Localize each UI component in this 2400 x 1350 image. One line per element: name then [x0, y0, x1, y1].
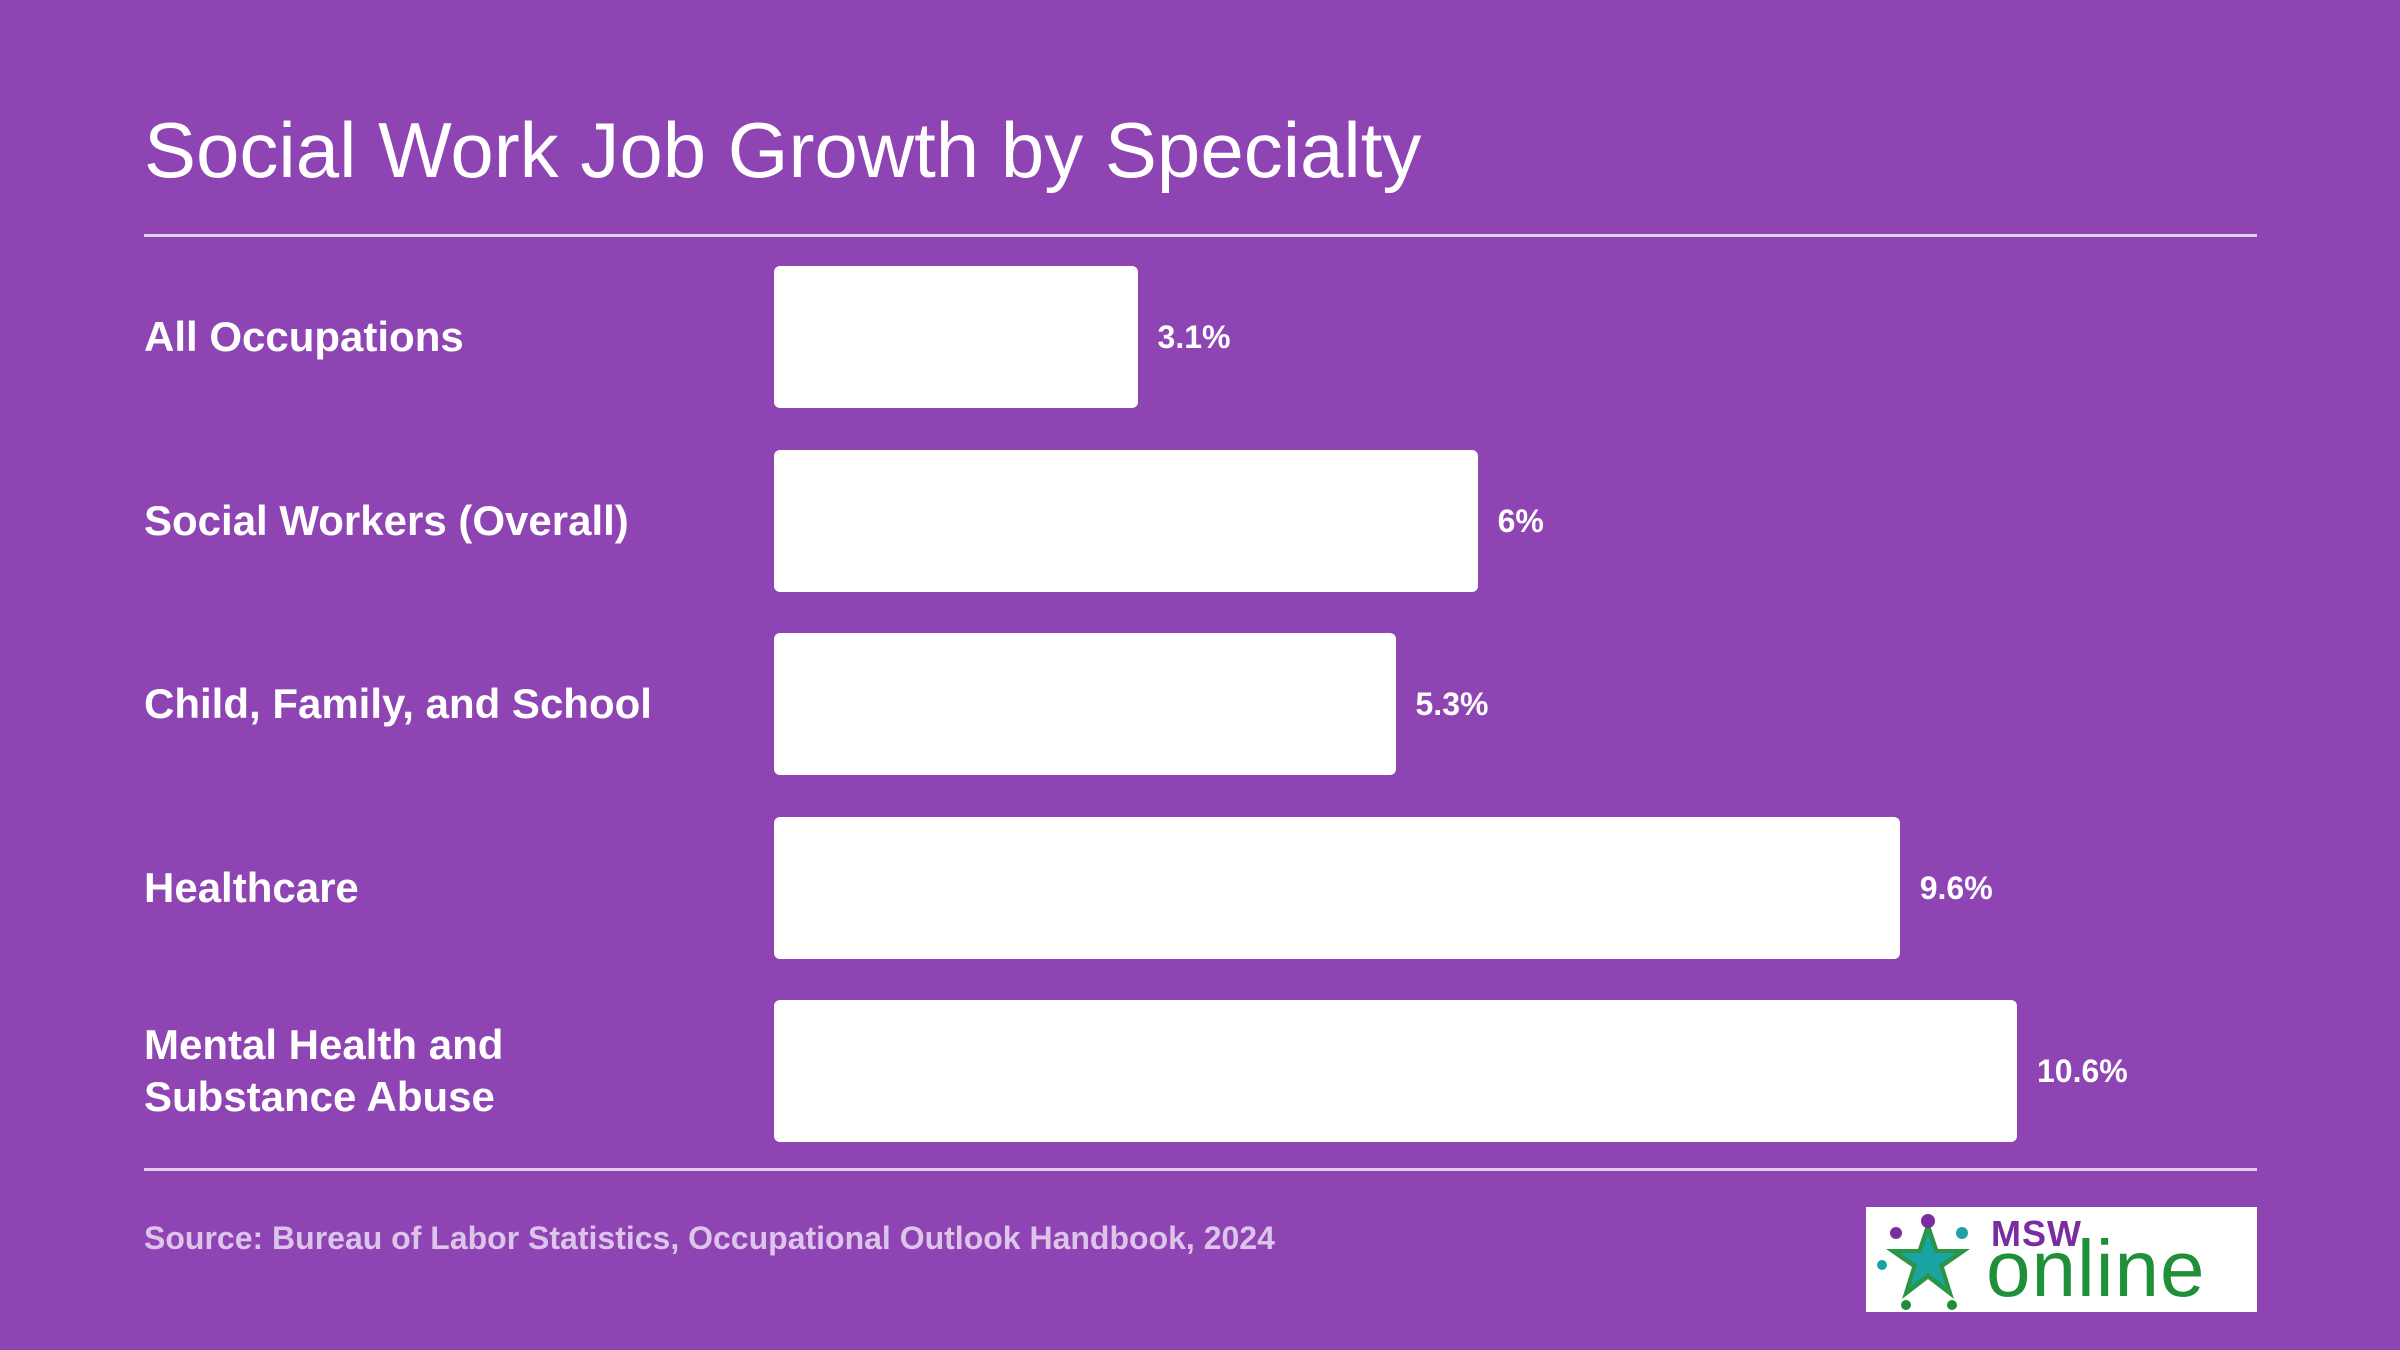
- value-label: 6%: [1497, 502, 1544, 539]
- value-label: 9.6%: [1919, 869, 1993, 906]
- bar: [774, 266, 1138, 408]
- category-label: Social Workers (Overall): [144, 496, 629, 544]
- bar: [774, 449, 1478, 592]
- top-divider: [144, 234, 2257, 237]
- chart-title: Social Work Job Growth by Specialty: [144, 106, 1422, 194]
- bottom-divider: [144, 1168, 2257, 1171]
- msw-online-logo: MSW online: [1866, 1207, 2257, 1312]
- category-label: Child, Family, and School: [144, 680, 652, 727]
- value-label: 10.6%: [2037, 1053, 2128, 1089]
- bar: [774, 1000, 2017, 1142]
- value-label: 3.1%: [1157, 319, 1231, 355]
- category-label: Healthcare: [144, 863, 359, 911]
- logo-msw-text: MSW: [1991, 1213, 2082, 1254]
- bar: [774, 633, 1396, 775]
- category-label: Mental Health and Substance Abuse: [144, 1021, 504, 1120]
- star-people-icon: [1877, 1214, 1970, 1310]
- bar: [774, 816, 1900, 959]
- category-label: All Occupations: [144, 313, 464, 360]
- logo-online-text: online: [1986, 1224, 2206, 1312]
- source-note: Source: Bureau of Labor Statistics, Occu…: [144, 1220, 1275, 1256]
- value-label: 5.3%: [1415, 686, 1489, 722]
